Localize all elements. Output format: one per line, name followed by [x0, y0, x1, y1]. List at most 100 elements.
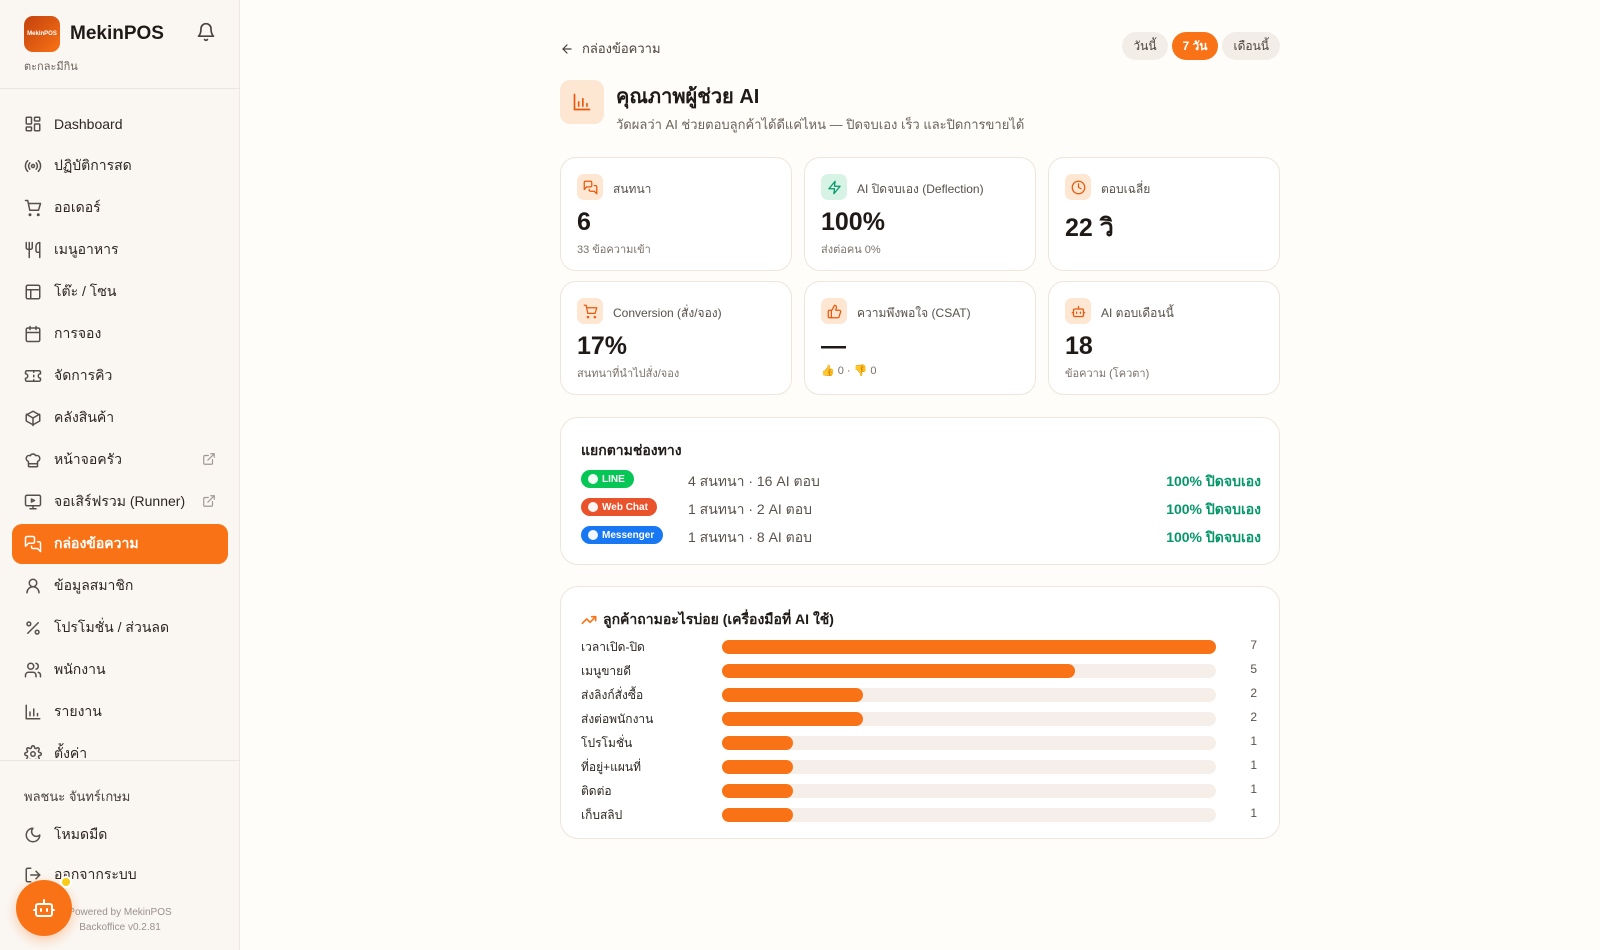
sidebar-item[interactable]: ตั้งค่า: [12, 734, 228, 759]
question-count: 1: [1250, 758, 1257, 772]
ai-assistant-button[interactable]: [16, 880, 72, 936]
frequent-questions-card: ลูกค้าถามอะไรบ่อย (เครื่องมือที่ AI ใช้)…: [560, 586, 1280, 839]
bell-icon[interactable]: [196, 22, 216, 42]
thumbs-up-icon: [821, 298, 847, 324]
dark-mode-label: โหมดมืด: [54, 826, 108, 842]
questions-card-title: ลูกค้าถามอะไรบ่อย (เครื่องมือที่ AI ใช้): [581, 609, 834, 631]
question-count: 7: [1250, 638, 1257, 652]
question-label: เมนูขายดี: [581, 664, 631, 678]
sidebar: MekinPOS MekinPOS ตะกละมีกิน Dashboard ปฏ…: [0, 0, 240, 950]
range-option[interactable]: วันนี้: [1122, 32, 1168, 60]
question-bar-row: โปรโมชั่น 1: [581, 733, 1261, 751]
range-option[interactable]: 7 วัน: [1171, 32, 1219, 60]
notification-dot: [60, 876, 72, 888]
brand-name: MekinPOS: [70, 23, 164, 44]
sidebar-item[interactable]: โปรโมชั่น / ส่วนลด: [12, 608, 228, 648]
sidebar-item[interactable]: Dashboard: [12, 104, 228, 144]
sidebar-item-label: หน้าจอครัว: [54, 451, 123, 467]
sidebar-item-label: จัดการคิว: [54, 367, 113, 383]
stat-note: ข้อความ (โควตา): [1065, 368, 1150, 380]
sidebar-item-label: พนักงาน: [54, 661, 106, 677]
dark-mode-toggle[interactable]: โหมดมืด: [24, 824, 107, 846]
bar-track: [722, 712, 1216, 726]
bar-track: [722, 640, 1216, 654]
sidebar-item[interactable]: รายงาน: [12, 692, 228, 732]
arrow-left-icon: [562, 43, 572, 54]
bar-fill: [722, 688, 864, 702]
chat-icon: [577, 174, 603, 200]
sidebar-item[interactable]: ออเดอร์: [12, 188, 228, 228]
channel-badge: Messenger: [581, 526, 664, 544]
bar-track: [722, 736, 1216, 750]
bar-track: [722, 760, 1216, 774]
nav-scroll-area[interactable]: Dashboard ปฏิบัติการสดออเดอร์เมนูอาหาร โต๊…: [0, 104, 240, 759]
sidebar-item-label: รายงาน: [54, 703, 102, 719]
stat-note: 33 ข้อความเข้า: [577, 244, 651, 256]
stat-card: ตอบเฉลี่ย 22 วิ: [1048, 157, 1280, 271]
message-icon: [24, 535, 42, 553]
users-icon: [24, 661, 42, 679]
stat-value: 18: [1065, 332, 1093, 360]
question-count: 1: [1250, 806, 1257, 820]
sidebar-item[interactable]: เมนูอาหาร: [12, 230, 228, 270]
stat-label: สนทนา: [613, 182, 652, 196]
sidebar-item[interactable]: ปฏิบัติการสด: [12, 146, 228, 186]
channel-info: 1 สนทนา · 2 AI ตอบ: [688, 501, 813, 517]
bar-fill: [722, 664, 1075, 678]
logout-button[interactable]: ออกจากระบบ: [24, 864, 137, 886]
footer-version: Backoffice v0.2.81: [79, 922, 161, 933]
sidebar-item[interactable]: หน้าจอครัว: [12, 440, 228, 480]
sidebar-item[interactable]: กล่องข้อความ: [12, 524, 228, 564]
brand[interactable]: MekinPOS MekinPOS: [24, 16, 164, 52]
bar-chart-icon: [560, 80, 604, 124]
stat-value: —: [821, 332, 846, 360]
stat-value: 6: [577, 208, 591, 236]
question-label: ติดต่อ: [581, 784, 612, 798]
range-option[interactable]: เดือนนี้: [1222, 32, 1280, 60]
question-count: 2: [1250, 686, 1257, 700]
question-bar-row: ที่อยู่+แผนที่ 1: [581, 757, 1261, 775]
sidebar-item[interactable]: การจอง: [12, 314, 228, 354]
page-title: คุณภาพผู้ช่วย AI: [616, 86, 760, 108]
question-bar-row: ส่งลิงก์สั่งซื้อ 2: [581, 685, 1261, 703]
stat-note: สนทนาที่นำไปสั่ง/จอง: [577, 368, 680, 380]
sidebar-item[interactable]: จอเสิร์ฟรวม (Runner): [12, 482, 228, 522]
stat-label: ความพึงพอใจ (CSAT): [857, 306, 971, 320]
sidebar-item[interactable]: โต๊ะ / โซน: [12, 272, 228, 312]
sidebar-item[interactable]: คลังสินค้า: [12, 398, 228, 438]
stat-label: ตอบเฉลี่ย: [1101, 182, 1151, 196]
stat-value: 22 วิ: [1065, 214, 1114, 242]
sidebar-item[interactable]: จัดการคิว: [12, 356, 228, 396]
question-count: 5: [1250, 662, 1257, 676]
channel-rate: 100% ปิดจบเอง: [1166, 529, 1261, 545]
sidebar-item[interactable]: พนักงาน: [12, 650, 228, 690]
range-selector: วันนี้ 7 วัน เดือนนี้: [1118, 32, 1280, 60]
sidebar-item-label: Dashboard: [54, 116, 123, 132]
back-label: กล่องข้อความ: [582, 41, 661, 56]
ticket-icon: [24, 367, 42, 385]
sidebar-item[interactable]: ข้อมูลสมาชิก: [12, 566, 228, 606]
back-link[interactable]: กล่องข้อความ: [560, 38, 661, 59]
question-bar-row: ติดต่อ 1: [581, 781, 1261, 799]
restaurant-name: ตะกละมีกิน: [24, 61, 78, 73]
broadcast-icon: [24, 157, 42, 175]
sidebar-item-label: ออเดอร์: [54, 199, 101, 215]
question-bar-row: เมนูขายดี 5: [581, 661, 1261, 679]
trending-up-icon: [581, 615, 597, 625]
stat-value: 100%: [821, 208, 885, 236]
channel-rate: 100% ปิดจบเอง: [1166, 501, 1261, 517]
channel-info: 4 สนทนา · 16 AI ตอบ: [688, 473, 820, 489]
stat-label: AI ปิดจบเอง (Deflection): [857, 182, 984, 196]
chef-hat-icon: [24, 451, 42, 469]
bar-track: [722, 688, 1216, 702]
question-bar-row: เก็บสลิป 1: [581, 805, 1261, 823]
box-icon: [24, 409, 42, 427]
robot-icon: [33, 899, 55, 917]
lightning-icon: [821, 174, 847, 200]
stat-card: AI ปิดจบเอง (Deflection) 100% ส่งต่อคน 0%: [804, 157, 1036, 271]
bar-fill: [722, 760, 793, 774]
channel-info: 1 สนทนา · 8 AI ตอบ: [688, 529, 813, 545]
logout-label: ออกจากระบบ: [54, 866, 137, 882]
footer-powered: Powered by MekinPOS: [68, 907, 172, 918]
user-name: พลชนะ จันทร์เกษม: [24, 789, 131, 804]
